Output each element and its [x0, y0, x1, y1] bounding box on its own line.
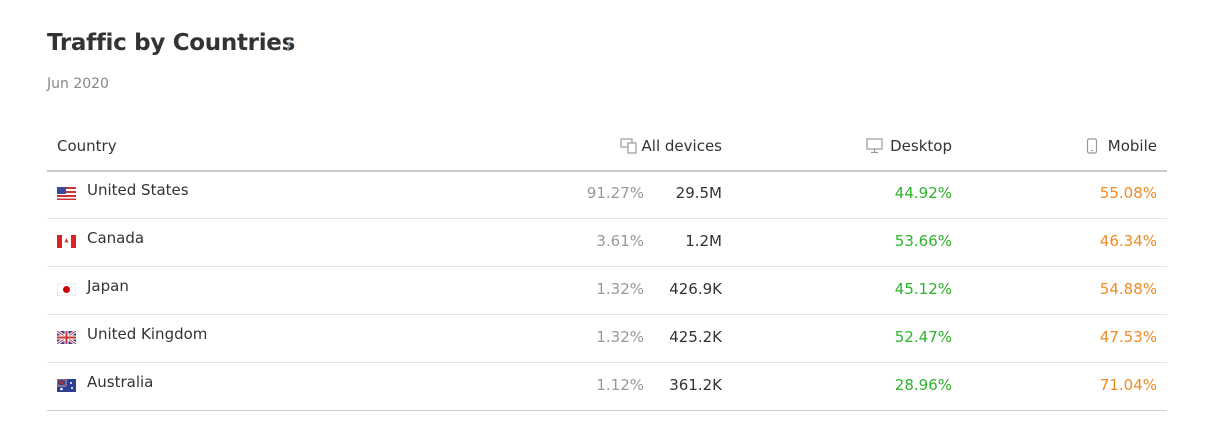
mobile-share: 47.53%: [1099, 328, 1157, 346]
row-rule: [47, 314, 1167, 315]
mobile-share: 71.04%: [1099, 376, 1157, 394]
widget-title: Traffic by Countries: [47, 30, 295, 56]
desktop-share: 53.66%: [894, 232, 952, 250]
column-header[interactable]: All devices: [641, 137, 722, 155]
desktop-share: 28.96%: [894, 376, 952, 394]
date-label: Jun 2020: [47, 76, 109, 92]
traffic-share: 1.12%: [596, 376, 644, 394]
visits: 425.2K: [669, 328, 722, 346]
mobile-share: 55.08%: [1099, 184, 1157, 202]
country-name[interactable]: Canada: [87, 229, 145, 247]
desktop-share: 52.47%: [894, 328, 952, 346]
desktop-share: 45.12%: [894, 280, 952, 298]
country-flag: [57, 331, 76, 344]
traffic-share: 1.32%: [596, 280, 644, 298]
devices-icon: [620, 138, 637, 154]
desktop-share: 44.92%: [894, 184, 952, 202]
country-name[interactable]: United Kingdom: [87, 325, 208, 343]
mobile-icon: [1086, 138, 1098, 154]
info-icon[interactable]: i: [286, 36, 292, 56]
visits: 426.9K: [669, 280, 722, 298]
row-rule: [47, 218, 1167, 219]
traffic-share: 91.27%: [586, 184, 644, 202]
visits: 1.2M: [685, 232, 722, 250]
country-flag: [57, 283, 76, 296]
column-header[interactable]: Desktop: [890, 137, 952, 155]
country-name[interactable]: United States: [87, 181, 189, 199]
row-rule: [47, 362, 1167, 363]
visits: 361.2K: [669, 376, 722, 394]
row-rule: [47, 266, 1167, 267]
header-rule: [47, 170, 1167, 172]
country-flag: [57, 187, 76, 200]
country-name[interactable]: Australia: [87, 373, 154, 391]
country-flag: [57, 379, 76, 392]
column-header[interactable]: Country: [57, 137, 117, 155]
mobile-share: 54.88%: [1099, 280, 1157, 298]
mobile-share: 46.34%: [1099, 232, 1157, 250]
desktop-icon: [866, 138, 883, 154]
visits: 29.5M: [675, 184, 722, 202]
country-flag: [57, 235, 76, 248]
column-header[interactable]: Mobile: [1107, 137, 1157, 155]
traffic-share: 3.61%: [596, 232, 644, 250]
traffic-share: 1.32%: [596, 328, 644, 346]
country-name[interactable]: Japan: [87, 277, 129, 295]
row-rule: [47, 410, 1167, 411]
